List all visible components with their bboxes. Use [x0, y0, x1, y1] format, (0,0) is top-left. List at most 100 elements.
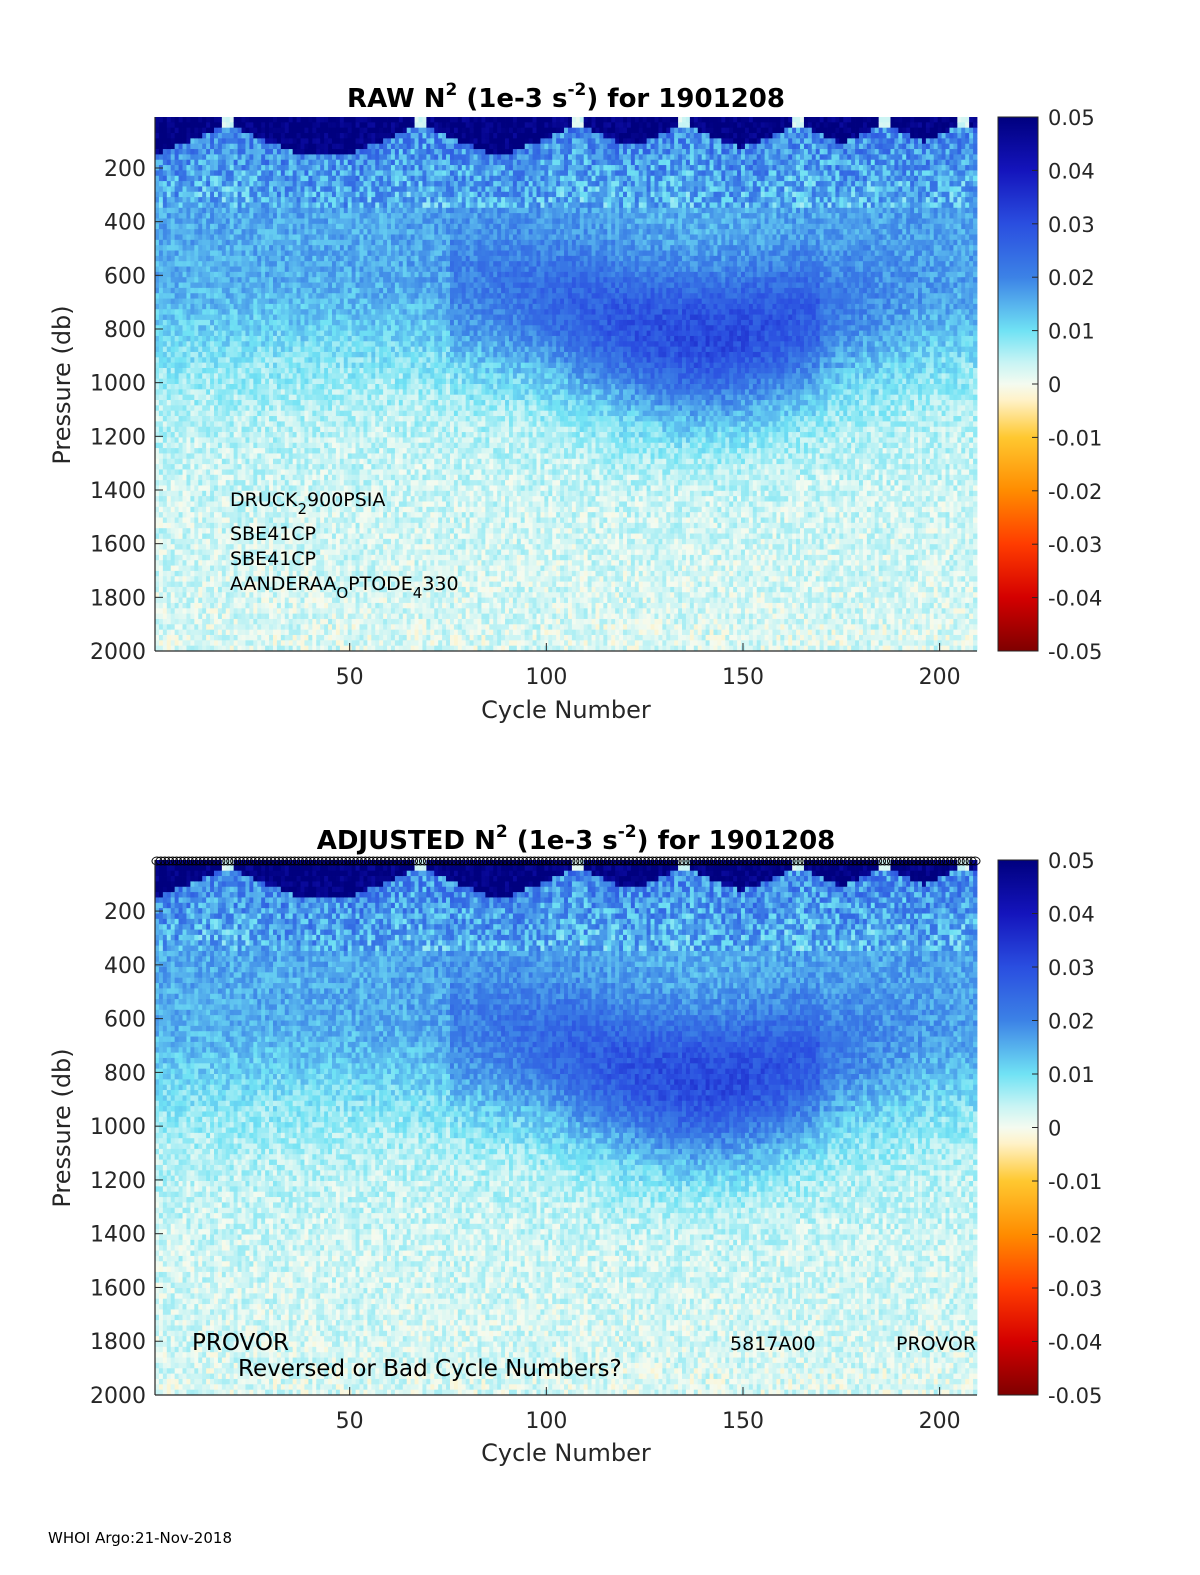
heatmap-cell — [304, 630, 308, 636]
heatmap-cell — [336, 459, 340, 465]
heatmap-cell — [297, 261, 301, 267]
heatmap-cell — [261, 133, 265, 139]
heatmap-cell — [261, 405, 265, 411]
heatmap-cell — [194, 277, 198, 283]
heatmap-cell — [324, 416, 328, 422]
heatmap-cell — [277, 368, 281, 374]
heatmap-cell — [257, 453, 261, 459]
heatmap-cell — [344, 347, 348, 353]
heatmap-cell — [344, 122, 348, 128]
heatmap-cell — [332, 277, 336, 283]
heatmap-cell — [238, 603, 242, 609]
heatmap-cell — [183, 539, 187, 545]
heatmap-cell — [222, 379, 226, 385]
heatmap-cell — [344, 384, 348, 390]
heatmap-cell — [202, 368, 206, 374]
heatmap-cell — [186, 614, 190, 620]
heatmap-cell — [175, 598, 179, 604]
heatmap-cell — [245, 379, 249, 385]
heatmap-cell — [273, 640, 277, 646]
heatmap-cell — [194, 352, 198, 358]
heatmap-cell — [245, 315, 249, 321]
heatmap-cell — [222, 197, 226, 203]
heatmap-cell — [332, 122, 336, 128]
heatmap-cell — [308, 320, 312, 326]
heatmap-cell — [167, 170, 171, 176]
heatmap-cell — [230, 176, 234, 182]
heatmap-cell — [285, 288, 289, 294]
heatmap-cell — [293, 229, 297, 235]
heatmap-cell — [348, 560, 352, 566]
heatmap-cell — [340, 128, 344, 134]
heatmap-cell — [218, 229, 222, 235]
heatmap-cell — [273, 267, 277, 273]
heatmap-cell — [190, 176, 194, 182]
heatmap-cell — [257, 229, 261, 235]
heatmap-cell — [261, 475, 265, 481]
heatmap-cell — [320, 234, 324, 240]
heatmap-cell — [171, 160, 175, 166]
heatmap-cell — [281, 448, 285, 454]
heatmap-cell — [175, 192, 179, 198]
heatmap-cell — [273, 299, 277, 305]
heatmap-cell — [190, 592, 194, 598]
heatmap-cell — [234, 331, 238, 337]
heatmap-cell — [163, 523, 167, 529]
heatmap-cell — [210, 416, 214, 422]
heatmap-cell — [179, 512, 183, 518]
heatmap-cell — [194, 582, 198, 588]
heatmap-cell — [190, 160, 194, 166]
heatmap-cell — [159, 138, 163, 144]
heatmap-cell — [301, 170, 305, 176]
heatmap-cell — [245, 357, 249, 363]
heatmap-cell — [293, 277, 297, 283]
heatmap-cell — [336, 464, 340, 470]
heatmap-cell — [198, 427, 202, 433]
heatmap-cell — [194, 122, 198, 128]
heatmap-cell — [324, 149, 328, 155]
heatmap-cell — [261, 320, 265, 326]
heatmap-cell — [312, 373, 316, 379]
heatmap-cell — [183, 624, 187, 630]
heatmap-cell — [218, 459, 222, 465]
heatmap-cell — [301, 405, 305, 411]
heatmap-cell — [183, 336, 187, 342]
heatmap-cell — [253, 357, 257, 363]
heatmap-cell — [179, 395, 183, 401]
heatmap-cell — [194, 181, 198, 187]
heatmap-cell — [277, 144, 281, 150]
heatmap-cell — [257, 213, 261, 219]
heatmap-cell — [214, 122, 218, 128]
heatmap-cell — [265, 122, 269, 128]
heatmap-cell — [218, 534, 222, 540]
heatmap-cell — [281, 421, 285, 427]
heatmap-cell — [324, 432, 328, 438]
heatmap-cell — [249, 325, 253, 331]
heatmap-cell — [198, 571, 202, 577]
heatmap-cell — [183, 560, 187, 566]
heatmap-cell — [301, 475, 305, 481]
heatmap-cell — [289, 427, 293, 433]
heatmap-cell — [202, 138, 206, 144]
heatmap-cell — [297, 421, 301, 427]
heatmap-cell — [242, 368, 246, 374]
heatmap-cell — [344, 234, 348, 240]
heatmap-cell — [167, 443, 171, 449]
heatmap-cell — [265, 614, 269, 620]
heatmap-cell — [214, 283, 218, 289]
heatmap-cell — [285, 427, 289, 433]
heatmap-cell — [210, 619, 214, 625]
heatmap-cell — [206, 197, 210, 203]
heatmap-cell — [186, 389, 190, 395]
heatmap-cell — [249, 480, 253, 486]
heatmap-cell — [249, 234, 253, 240]
heatmap-cell — [273, 421, 277, 427]
heatmap-cell — [332, 619, 336, 625]
heatmap-cell — [230, 283, 234, 289]
heatmap-cell — [249, 448, 253, 454]
heatmap-cell — [328, 160, 332, 166]
heatmap-cell — [198, 181, 202, 187]
heatmap-cell — [206, 496, 210, 502]
heatmap-cell — [179, 261, 183, 267]
heatmap-cell — [171, 491, 175, 497]
